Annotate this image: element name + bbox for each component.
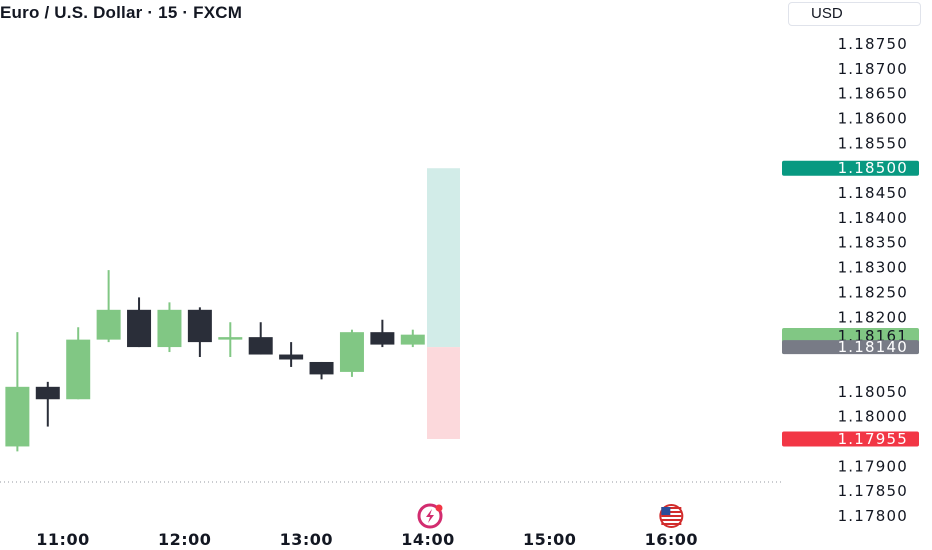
price-tick: 1.18450: [838, 184, 908, 202]
price-tick: 1.18050: [838, 383, 908, 401]
stop-price-label-bg: [782, 431, 919, 447]
price-tick: 1.17800: [838, 507, 908, 525]
us-flag-stripe: [661, 515, 682, 517]
candle-body: [248, 337, 273, 355]
stop-zone: [427, 347, 460, 439]
candle-14: [400, 329, 425, 348]
event-markers[interactable]: [417, 503, 684, 529]
chart-title: Euro / U.S. Dollar · 15 · FXCM: [0, 3, 243, 22]
candle-7: [187, 307, 212, 358]
price-tick: 1.17850: [838, 482, 908, 500]
price-tick: 1.18300: [838, 259, 908, 277]
us-flag-canton: [661, 507, 671, 515]
candle-10: [279, 342, 304, 367]
candle-body: [127, 309, 152, 348]
candle-11: [309, 361, 334, 380]
price-tick: 1.18750: [838, 35, 908, 53]
candle-9: [248, 322, 273, 355]
target-price-label-text: 1.18500: [838, 159, 908, 177]
candle-body: [187, 309, 212, 343]
candle-1: [5, 332, 30, 452]
price-tick: 1.18350: [838, 234, 908, 252]
us-flag-stripe: [661, 523, 682, 525]
price-tick: 1.18700: [838, 60, 908, 78]
candle-body: [400, 334, 425, 345]
price-tick: 1.18650: [838, 85, 908, 103]
candle-body: [5, 386, 30, 447]
time-tick: 14:00: [401, 530, 454, 549]
candle-body: [218, 337, 243, 340]
target-zone: [427, 168, 460, 348]
candle-3: [66, 327, 91, 400]
candle-body: [370, 332, 395, 345]
candle-body: [309, 361, 334, 375]
time-tick: 11:00: [36, 530, 89, 549]
price-tick: 1.18400: [838, 209, 908, 227]
us-flag-stripe: [661, 519, 682, 521]
time-axis[interactable]: 11:00 12:00 13:00 14:00 15:00 16:00: [36, 530, 698, 549]
candle-13: [370, 319, 395, 348]
candles: [5, 270, 425, 452]
candle-12: [339, 329, 364, 377]
target-price-label-bg: [782, 160, 919, 176]
price-tick: 1.17900: [838, 457, 908, 475]
currency-selector[interactable]: USD: [788, 2, 921, 26]
time-tick: 15:00: [523, 530, 576, 549]
price-tick: 1.18250: [838, 283, 908, 301]
candle-body: [157, 309, 182, 348]
time-tick: 12:00: [158, 530, 211, 549]
flash-icon-bolt: [426, 509, 434, 523]
target-price-label: 1.18500: [782, 159, 919, 177]
time-tick: 13:00: [280, 530, 333, 549]
price-tick: 1.18600: [838, 110, 908, 128]
price-axis[interactable]: 1.18750 1.18700 1.18650 1.18600 1.18550 1.184…: [838, 35, 908, 525]
entry-price-label-text: 1.18140: [838, 338, 908, 356]
candle-body: [35, 386, 60, 400]
flash-icon-dot: [435, 504, 443, 512]
flash-icon[interactable]: [417, 503, 443, 529]
time-tick: 16:00: [645, 530, 698, 549]
stop-price-label-text: 1.17955: [838, 430, 908, 448]
candle-4: [96, 270, 121, 343]
position-zones: [427, 168, 460, 439]
candle-body: [279, 354, 304, 360]
candle-5: [127, 297, 152, 348]
us-flag-stripe: [661, 507, 682, 509]
candle-6: [157, 302, 182, 353]
price-tick: 1.18200: [838, 308, 908, 326]
candle-8: [218, 322, 243, 358]
candle-body: [339, 332, 364, 372]
us-flag-icon[interactable]: [659, 504, 684, 528]
entry-price-label: 1.18140: [782, 338, 919, 356]
us-flag-stripe: [661, 511, 682, 513]
candle-body: [96, 309, 121, 340]
candle-2: [35, 381, 60, 427]
entry-price-label-bg: [782, 340, 919, 355]
stop-price-label: 1.17955: [782, 430, 919, 448]
price-tick: 1.18000: [838, 408, 908, 426]
price-tick: 1.18550: [838, 134, 908, 152]
candle-body: [66, 339, 91, 400]
